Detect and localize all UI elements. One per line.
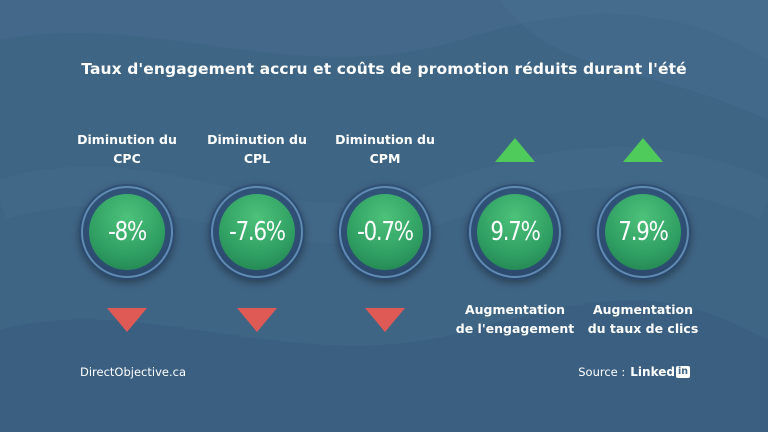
metric-label-line1: Diminution du [77,132,177,147]
metric-label-line1: Diminution du [335,132,435,147]
linkedin-wordmark: Linked [630,365,675,379]
metric-label: Diminution du CPM [320,130,450,168]
metric-disc: -0.7% [347,194,423,270]
metric-disc: 9.7% [477,194,553,270]
metric-ctr: 7.9% Augmentation du taux de clics [578,0,708,432]
metric-engagement: 9.7% Augmentation de l'engagement [450,0,580,432]
metric-circle: 9.7% [467,184,563,280]
down-arrow-icon [237,308,277,332]
metric-label-line1: Diminution du [207,132,307,147]
down-arrow-icon [365,308,405,332]
metric-circle: -0.7% [337,184,433,280]
metric-value: -8% [108,217,147,247]
metric-label-line2: CPC [113,151,141,166]
metric-label: Augmentation du taux de clics [578,300,708,338]
metric-disc: -7.6% [219,194,295,270]
metric-label-line1: Augmentation [464,302,566,317]
metric-value: 9.7% [490,217,540,247]
metric-label-line2: du taux de clics [587,321,699,336]
metric-circle: -8% [79,184,175,280]
source-credit: Source : Linked in [578,365,690,379]
metric-label-line2: CPL [243,151,271,166]
metric-label: Augmentation de l'engagement [450,300,580,338]
metric-value: -7.6% [229,217,286,247]
source-label: Source : [578,365,626,379]
metric-cpm: Diminution du CPM -0.7% [320,0,450,432]
page-title: Taux d'engagement accru et coûts de prom… [81,60,687,78]
metric-value: 7.9% [618,217,668,247]
linkedin-logo: Linked in [630,365,690,379]
metric-label-line2: CPM [369,151,401,166]
metric-label: Diminution du CPL [192,130,322,168]
metric-cpl: Diminution du CPL -7.6% [192,0,322,432]
up-arrow-icon [623,138,663,162]
metric-disc: 7.9% [605,194,681,270]
metric-cpc: Diminution du CPC -8% [62,0,192,432]
up-arrow-icon [495,138,535,162]
linkedin-in-icon: in [675,366,690,378]
site-credit: DirectObjective.ca [80,365,186,379]
metric-value: -0.7% [357,217,414,247]
metric-label: Diminution du CPC [62,130,192,168]
metric-disc: -8% [89,194,165,270]
metric-label-line2: de l'engagement [455,321,575,336]
down-arrow-icon [107,308,147,332]
metric-label-line1: Augmentation [592,302,694,317]
metric-circle: -7.6% [209,184,305,280]
metric-circle: 7.9% [595,184,691,280]
